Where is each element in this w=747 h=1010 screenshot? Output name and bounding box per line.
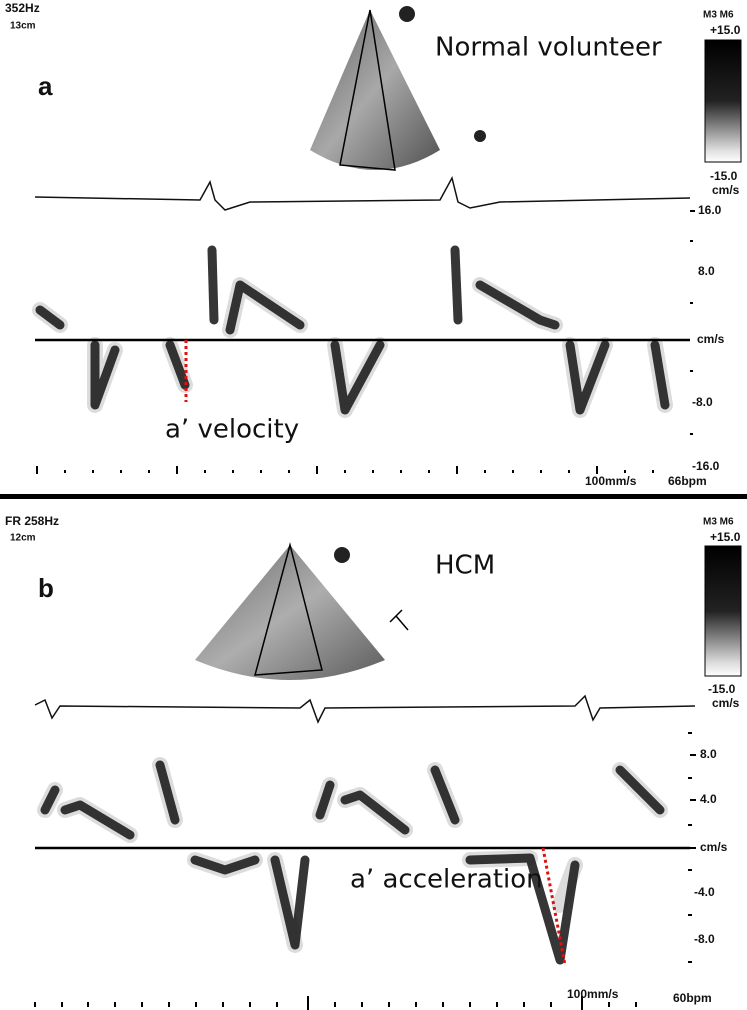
colorbar (704, 545, 742, 677)
scale-label: 4.0 (700, 792, 717, 806)
colorbar-unit: cm/s (712, 696, 740, 710)
scale-ticks (690, 210, 695, 435)
colorbar-unit: cm/s (712, 183, 740, 197)
panel-title: HCM (435, 551, 495, 581)
panel-a: 352Hz 13cm a Normal volunteer M3 M6 +15.… (5, 1, 742, 488)
scale-ticks (688, 732, 696, 963)
time-ticks (36, 466, 654, 474)
heart-rate: 60bpm (673, 991, 712, 1005)
colorbar (704, 39, 742, 163)
annotation: a’ acceleration (350, 865, 543, 895)
panel-b: FR 258Hz 12cm b HCM M3 M6 +15.0 -15.0 cm… (5, 514, 742, 1010)
sample-cursor (254, 542, 323, 676)
depth: 13cm (10, 21, 36, 32)
scale-label: -8.0 (694, 932, 715, 946)
ecg-trace (34, 694, 696, 724)
panel-label: a (38, 71, 53, 101)
panel-label: b (38, 573, 54, 603)
sweep-speed: 100mm/s (585, 474, 637, 488)
colorbar-mode: M3 M6 (703, 517, 734, 528)
annotation: a’ velocity (165, 415, 299, 445)
scale-label: -4.0 (694, 885, 715, 899)
scale-label: 8.0 (700, 747, 717, 761)
doppler-trace (32, 245, 673, 418)
colorbar-min: -15.0 (708, 682, 736, 696)
colorbar-min: -15.0 (710, 169, 738, 183)
marker (334, 547, 350, 563)
echo-sector (195, 545, 385, 680)
scale-label: -8.0 (692, 395, 713, 409)
scale-label: cm/s (697, 332, 725, 346)
colorbar-mode: M3 M6 (703, 10, 734, 21)
colorbar-max: +15.0 (710, 23, 741, 37)
scale-label: -16.0 (692, 459, 720, 473)
marker (389, 609, 409, 631)
ecg-trace (34, 175, 691, 211)
frame-rate: 352Hz (5, 1, 40, 15)
annotation-line (541, 847, 567, 966)
time-ticks (34, 996, 637, 1010)
sample-cursor (339, 9, 396, 171)
divider (0, 494, 747, 499)
scale-label: 16.0 (698, 203, 722, 217)
colorbar-max: +15.0 (710, 530, 741, 544)
frame-rate: FR 258Hz (5, 514, 59, 528)
panel-title: Normal volunteer (435, 33, 662, 63)
marker (474, 130, 486, 142)
doppler-trace (37, 757, 668, 965)
marker (399, 6, 415, 22)
scale-label: cm/s (700, 840, 728, 854)
echo-sector (310, 10, 440, 170)
sweep-speed: 100mm/s (567, 987, 619, 1001)
depth: 12cm (10, 533, 36, 544)
scale-label: 8.0 (698, 264, 715, 278)
heart-rate: 66bpm (668, 474, 707, 488)
